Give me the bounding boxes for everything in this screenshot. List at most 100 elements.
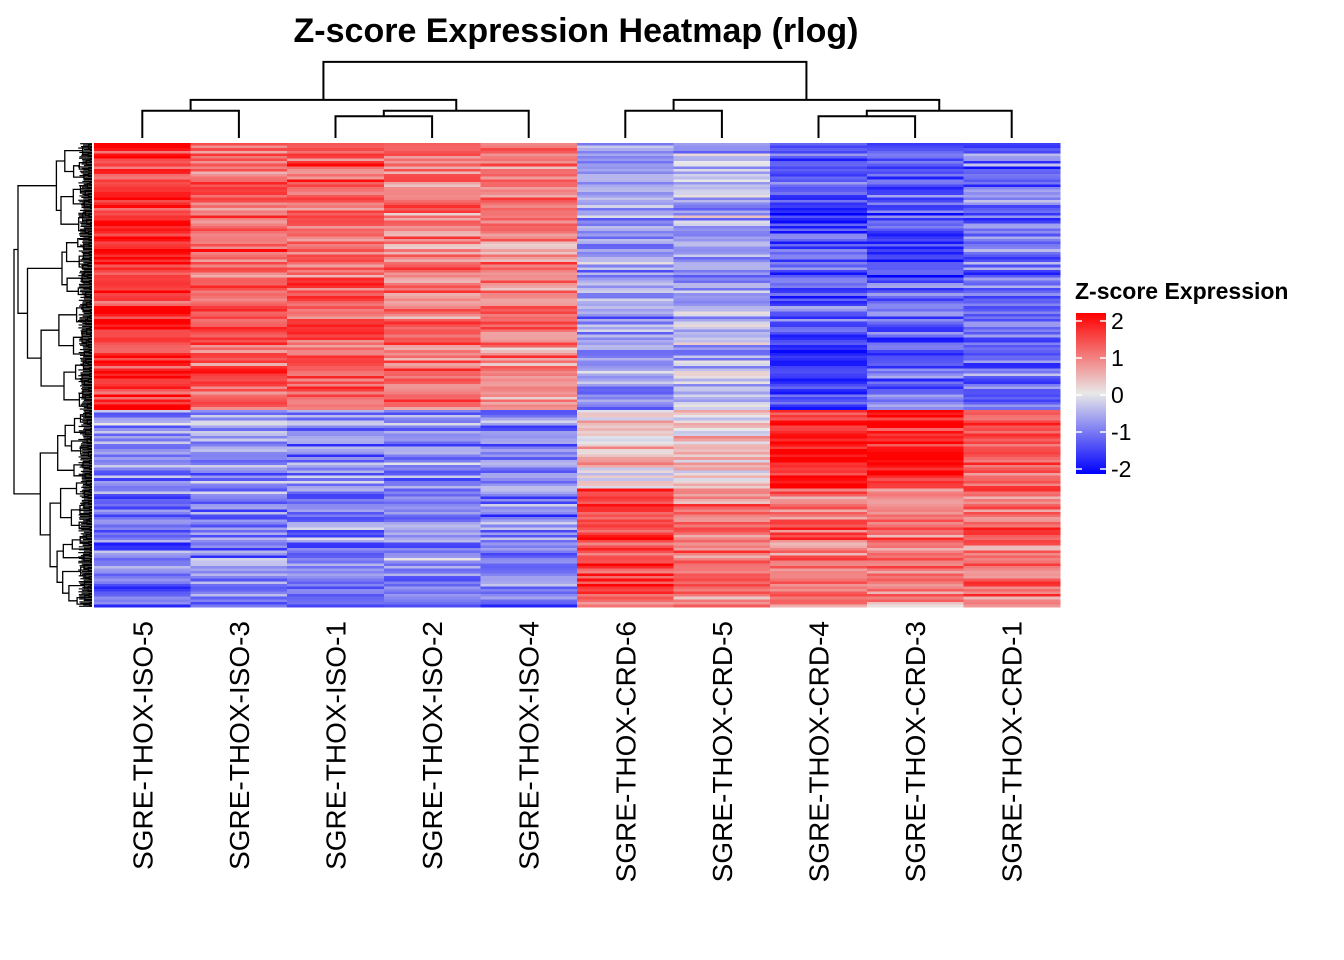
heatmap-cell xyxy=(673,534,771,539)
heatmap-cell xyxy=(480,326,578,330)
heatmap-cell xyxy=(673,189,771,193)
heatmap-cell xyxy=(190,225,288,229)
heatmap-cell xyxy=(190,583,288,587)
heatmap-cell xyxy=(190,357,288,362)
heatmap-cell xyxy=(577,389,675,393)
heatmap-cell xyxy=(770,438,868,442)
heatmap-cell xyxy=(963,194,1061,198)
heatmap-cell xyxy=(963,389,1061,393)
heatmap-cell xyxy=(866,187,964,191)
heatmap-cell xyxy=(190,407,288,411)
heatmap-cell xyxy=(577,189,675,193)
heatmap-cell xyxy=(190,207,288,211)
heatmap-cell xyxy=(770,486,868,490)
heatmap-cell xyxy=(866,433,964,437)
heatmap-cell xyxy=(963,342,1061,346)
heatmap-cell xyxy=(770,478,868,482)
heatmap-cell xyxy=(673,449,771,453)
heatmap-cell xyxy=(963,470,1061,474)
heatmap-cell xyxy=(577,583,675,587)
heatmap-cell xyxy=(770,288,868,292)
heatmap-cell xyxy=(190,404,288,408)
heatmap-cell xyxy=(480,376,578,380)
heatmap-cell xyxy=(383,233,481,237)
heatmap-cell xyxy=(866,288,964,292)
heatmap-cell xyxy=(866,446,964,450)
heatmap-cell xyxy=(770,259,868,263)
heatmap-cell xyxy=(190,519,288,523)
heatmap-cell xyxy=(577,163,675,167)
heatmap-cell xyxy=(94,488,192,492)
heatmap-cell xyxy=(770,290,868,294)
heatmap-cell xyxy=(190,496,288,500)
heatmap-cell xyxy=(866,552,964,557)
heatmap-cell xyxy=(577,264,675,268)
heatmap-cell xyxy=(963,527,1061,531)
heatmap-cell xyxy=(480,391,578,395)
heatmap-cell xyxy=(866,454,964,458)
heatmap-cell xyxy=(963,171,1061,175)
heatmap-cell xyxy=(287,576,385,580)
heatmap-cell xyxy=(770,282,868,286)
heatmap-cell xyxy=(480,558,578,562)
heatmap-cell xyxy=(287,197,385,201)
heatmap-cell xyxy=(577,231,675,235)
column-label: SGRE-THOX-ISO-5 xyxy=(127,621,158,870)
heatmap-cell xyxy=(963,604,1061,608)
heatmap-cell xyxy=(770,192,868,196)
heatmap-cell xyxy=(383,301,481,305)
heatmap-cell xyxy=(866,272,964,276)
heatmap-cell xyxy=(673,486,771,490)
heatmap-cell xyxy=(673,399,771,403)
heatmap-cell xyxy=(770,368,868,372)
heatmap-cell xyxy=(577,272,675,276)
heatmap-cell xyxy=(577,604,675,608)
heatmap-cell xyxy=(94,540,192,544)
heatmap-cell xyxy=(866,441,964,445)
heatmap-cell xyxy=(190,249,288,253)
heatmap-cell xyxy=(673,181,771,185)
heatmap-cell xyxy=(383,332,481,336)
heatmap-cell xyxy=(94,524,192,528)
heatmap-cell xyxy=(963,244,1061,248)
heatmap-cell xyxy=(480,347,578,351)
heatmap-cell xyxy=(287,174,385,178)
heatmap-cell xyxy=(866,527,964,531)
heatmap-cell xyxy=(94,158,192,162)
heatmap-cell xyxy=(94,205,192,209)
heatmap-cell xyxy=(94,558,192,562)
heatmap-cell xyxy=(287,161,385,165)
heatmap-cell xyxy=(287,298,385,302)
heatmap-cell xyxy=(383,210,481,214)
heatmap-cell xyxy=(287,143,385,147)
heatmap-cell xyxy=(673,459,771,463)
heatmap-cell xyxy=(94,321,192,325)
heatmap-cell xyxy=(963,396,1061,400)
heatmap-cell xyxy=(383,311,481,315)
heatmap-cell xyxy=(673,581,771,585)
heatmap-cell xyxy=(287,394,385,398)
heatmap-cell xyxy=(673,519,771,523)
heatmap-cell xyxy=(287,148,385,152)
heatmap-cell xyxy=(287,168,385,172)
heatmap-cell xyxy=(770,285,868,289)
heatmap-cell xyxy=(287,210,385,214)
heatmap-cell xyxy=(287,236,385,240)
heatmap-cell xyxy=(383,306,481,310)
heatmap-cell xyxy=(190,148,288,152)
heatmap-cell xyxy=(94,311,192,315)
heatmap-cell xyxy=(770,596,868,600)
heatmap-cell xyxy=(94,386,192,390)
heatmap-cell xyxy=(480,441,578,445)
heatmap-cell xyxy=(673,576,771,580)
heatmap-cell xyxy=(287,306,385,310)
heatmap-cell xyxy=(963,174,1061,178)
heatmap-cell xyxy=(287,446,385,450)
heatmap-cell xyxy=(94,422,192,427)
heatmap-cell xyxy=(770,496,868,500)
heatmap-cell xyxy=(480,158,578,162)
heatmap-cell xyxy=(480,244,578,248)
column-label: SGRE-THOX-ISO-2 xyxy=(417,621,448,870)
heatmap-cell xyxy=(480,552,578,557)
heatmap-cell xyxy=(770,409,868,413)
